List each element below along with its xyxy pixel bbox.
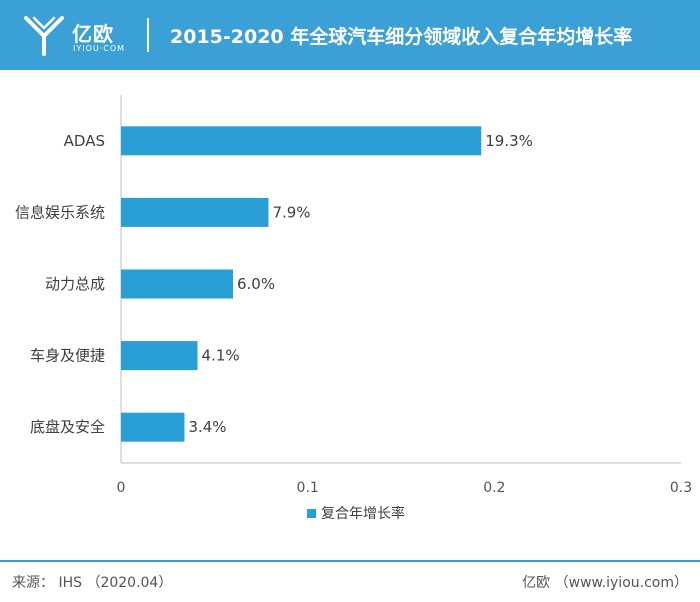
bar [121,197,269,227]
logo-subtext: IYIOU·COM [73,44,126,53]
category-label: 底盘及安全 [30,418,105,436]
logo-text: 亿欧 [72,22,114,46]
chart-title: 2015-2020 年全球汽车细分领域收入复合年均增长率 [170,26,633,48]
category-label: ADAS [64,132,105,150]
x-tick-label: 0.1 [297,480,319,496]
yiou-logo-icon [24,16,64,56]
bar-chart: ADAS 19.3% 信息娱乐系统 7.9% 动力总成 6.0% 车身及便捷 4.1% 底盘及安… [15,95,692,522]
bar [121,269,233,299]
bar [121,412,185,442]
bar [121,341,198,371]
category-label: 信息娱乐系统 [15,203,105,221]
data-label: 4.1% [202,347,240,365]
category-label: 车身及便捷 [30,347,105,365]
data-label: 19.3% [485,132,533,150]
bar [121,126,482,156]
data-label: 6.0% [237,275,275,293]
credit-note: 亿欧 （www.iyiou.com） [522,575,688,591]
category-label: 动力总成 [45,275,105,293]
header-banner: 亿欧 IYIOU·COM 2015-2020 年全球汽车细分领域收入复合年均增长… [0,0,700,70]
data-label: 7.9% [272,203,310,221]
source-note: 来源： IHS （2020.04） [12,575,173,591]
x-tick-label: 0 [117,480,126,496]
header-divider [147,18,149,52]
footer-divider [0,560,700,562]
x-tick-label: 0.3 [670,480,692,496]
data-label: 3.4% [188,418,226,436]
legend-label: 复合年增长率 [321,505,405,522]
x-tick-label: 0.2 [483,480,505,496]
legend-swatch [307,509,316,518]
logo: 亿欧 IYIOU·COM [22,8,142,62]
